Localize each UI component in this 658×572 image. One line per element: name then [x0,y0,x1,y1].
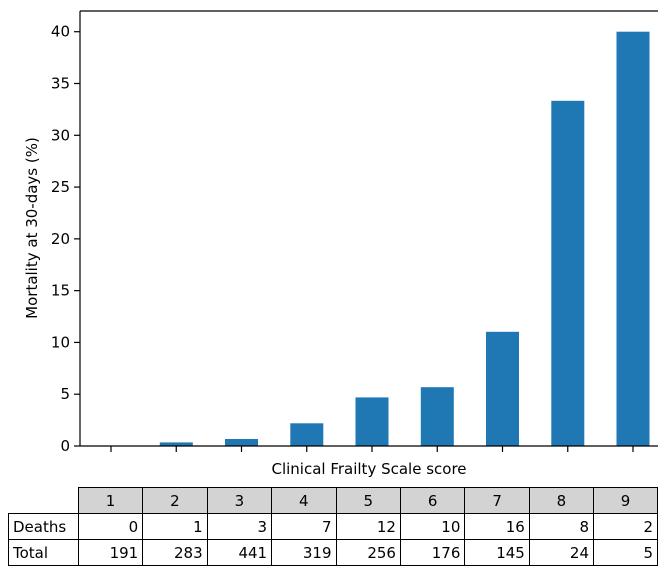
bar-9 [616,31,650,446]
bar-6 [420,387,454,446]
table-cell: 256 [335,539,401,566]
y-tick-label: 35 [51,75,70,93]
y-tick-label: 30 [51,126,70,144]
table-column-header: 8 [528,487,595,514]
table-cell: 283 [142,539,208,566]
y-tick-label: 0 [60,437,70,455]
table-column-header: 1 [77,487,144,514]
table-body: Deaths 0 1 3 7 12 10 16 8 2 Total 191 283 441 319 256 17… [8,513,658,566]
table-column-header: 5 [335,487,401,514]
table-cell: 3 [206,513,273,540]
y-tick-label: 5 [60,385,70,403]
table-column-header: 6 [399,487,466,514]
bar-8 [551,100,585,447]
table-column-header: 3 [206,487,273,514]
bars-group [159,31,650,447]
table-cell: 24 [528,539,595,566]
x-axis-label: Clinical Frailty Scale score [271,460,466,478]
table-cell: 12 [335,513,401,540]
bar-3 [225,439,258,446]
table-row-label: Deaths [8,513,79,540]
table-cell: 2 [593,513,658,540]
table-cell: 8 [528,513,595,540]
table-cell: 145 [464,539,530,566]
table-cell: 441 [206,539,273,566]
table-corner [9,488,79,514]
table-cell: 1 [142,513,208,540]
table-cell: 176 [399,539,466,566]
table-cell: 191 [77,539,144,566]
y-axis-label: Mortality at 30-days (%) [23,137,41,319]
table-column-header: 9 [593,487,658,514]
table-cell: 5 [593,539,658,566]
table-column-header: 7 [464,487,530,514]
table-cell: 16 [464,513,530,540]
table-row: Total 191 283 441 319 256 176 145 24 5 [8,539,658,566]
table-row-label: Total [8,539,79,566]
y-tick-label: 40 [51,23,70,41]
x-axis-ticks [110,446,634,452]
bar-4 [290,423,324,446]
table-column-header: 2 [142,487,208,514]
bar-chart: 0 5 10 15 20 25 30 35 40 Mortality at 30-days (%… [23,10,658,478]
y-tick-label: 15 [51,282,70,300]
table-cell: 7 [271,513,337,540]
bar-2 [159,442,193,446]
y-tick-label: 25 [51,178,70,196]
y-tick-label: 20 [51,230,70,248]
bar-5 [355,397,389,446]
table-cell: 319 [271,539,337,566]
y-axis-ticks: 0 5 10 15 20 25 30 35 40 [51,23,80,455]
y-tick-label: 10 [51,333,70,351]
bar-7 [486,331,519,446]
table-column-header: 4 [271,487,337,514]
table-cell: 10 [399,513,466,540]
table-row: Deaths 0 1 3 7 12 10 16 8 2 [8,513,658,540]
table-cell: 0 [77,513,144,540]
